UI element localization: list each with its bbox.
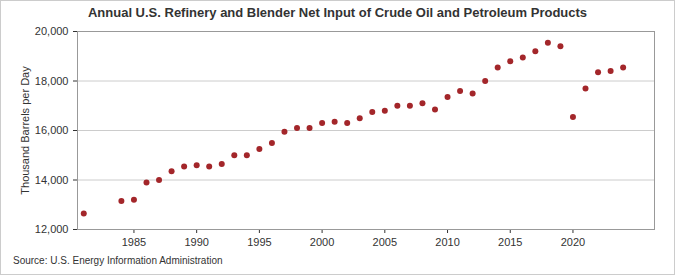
svg-text:14,000: 14,000 xyxy=(35,174,69,186)
svg-text:1985: 1985 xyxy=(122,236,146,248)
svg-text:2010: 2010 xyxy=(435,236,459,248)
svg-text:16,000: 16,000 xyxy=(35,124,69,136)
svg-text:12,000: 12,000 xyxy=(35,223,69,235)
svg-text:Thousand Barrels per Day: Thousand Barrels per Day xyxy=(19,66,31,195)
svg-text:18,000: 18,000 xyxy=(35,75,69,87)
svg-text:2020: 2020 xyxy=(561,236,585,248)
svg-text:20,000: 20,000 xyxy=(35,25,69,37)
html-text:Source: U.S. Energy Informatio: Source: U.S. Energy Information Administ… xyxy=(13,255,223,266)
html-text:Annual U.S. Refinery and Blend: Annual U.S. Refinery and Blender Net Inp… xyxy=(87,5,588,20)
svg-text:2015: 2015 xyxy=(498,236,522,248)
svg-text:2005: 2005 xyxy=(373,236,397,248)
svg-text:1990: 1990 xyxy=(184,236,208,248)
svg-text:2000: 2000 xyxy=(310,236,334,248)
svg-text:1995: 1995 xyxy=(247,236,271,248)
